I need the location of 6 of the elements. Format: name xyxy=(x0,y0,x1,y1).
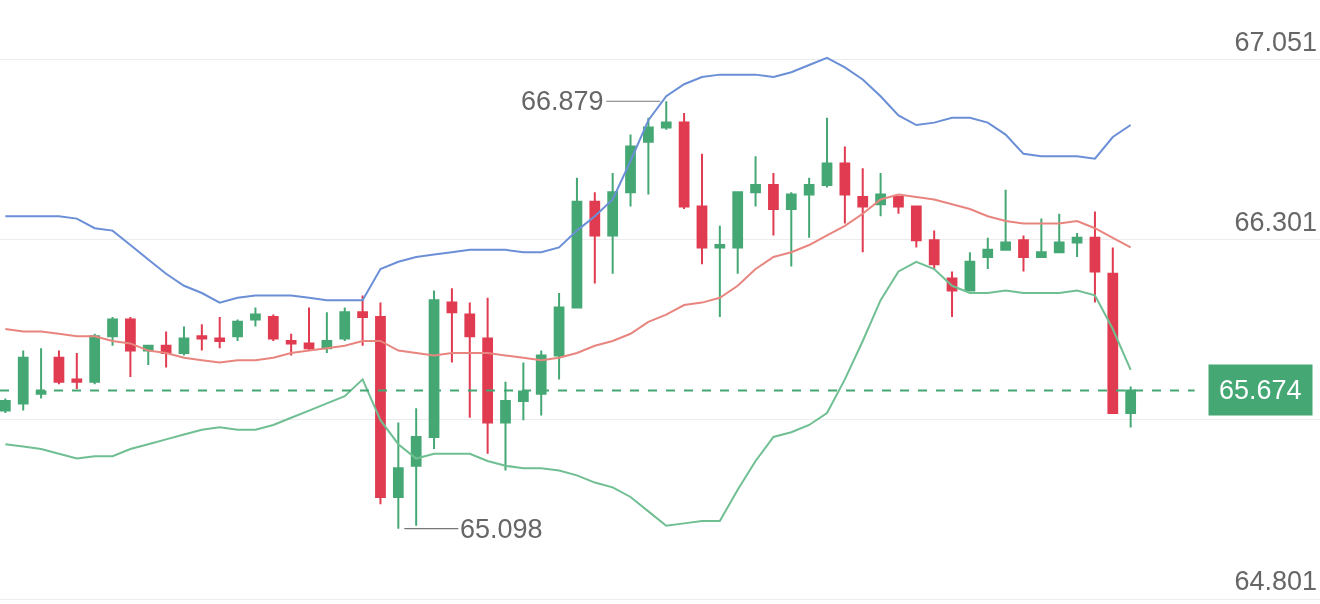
annotation: 65.098 xyxy=(460,514,543,544)
y-tick-label: 66.301 xyxy=(1234,206,1317,237)
y-tick-label: 64.801 xyxy=(1234,566,1317,597)
ref-line-label: 65.674 xyxy=(1219,375,1302,405)
annotation: 66.879 xyxy=(521,86,604,116)
y-tick-label: 67.051 xyxy=(1234,26,1317,57)
